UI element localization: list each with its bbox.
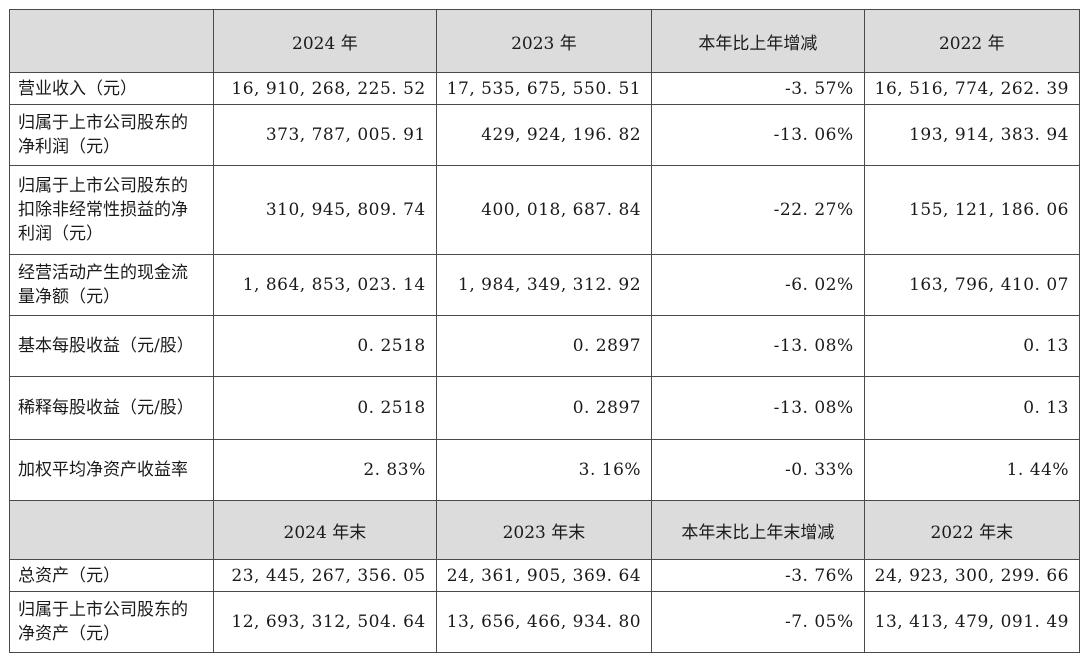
financial-summary-table: 2024 年 2023 年 本年比上年增减 2022 年 营业收入（元） 16,… — [8, 9, 1080, 653]
cell-value: 0. 2897 — [435, 376, 653, 440]
cell-value: 16, 910, 268, 225. 52 — [213, 72, 437, 105]
cell-value: 193, 914, 383. 94 — [863, 104, 1080, 166]
header-cell-change: 本年比上年增减 — [651, 9, 865, 73]
header-cell-2022-end: 2022 年末 — [863, 500, 1080, 560]
row-label: 归属于上市公司股东的净利润（元） — [8, 104, 215, 166]
cell-value: 13, 656, 466, 934. 80 — [435, 591, 653, 653]
cell-value: 0. 2518 — [213, 376, 437, 440]
cell-value: 1, 984, 349, 312. 92 — [435, 254, 653, 316]
cell-value: 155, 121, 186. 06 — [863, 165, 1080, 255]
cell-value: 310, 945, 809. 74 — [213, 165, 437, 255]
table-header-row: 2024 年末 2023 年末 本年末比上年末增减 2022 年末 — [8, 500, 1080, 560]
cell-change: -22. 27% — [651, 165, 865, 255]
header-cell-2024-end: 2024 年末 — [213, 500, 437, 560]
cell-value: 13, 413, 479, 091. 49 — [863, 591, 1080, 653]
cell-value: 3. 16% — [435, 439, 653, 501]
table-row: 总资产（元） 23, 445, 267, 356. 05 24, 361, 90… — [8, 559, 1080, 592]
header-corner-cell — [8, 500, 215, 560]
row-label: 营业收入（元） — [8, 72, 215, 105]
row-label: 稀释每股收益（元/股） — [8, 376, 215, 440]
cell-value: 0. 13 — [863, 376, 1080, 440]
cell-value: 16, 516, 774, 262. 39 — [863, 72, 1080, 105]
header-cell-change-end: 本年末比上年末增减 — [651, 500, 865, 560]
row-label: 加权平均净资产收益率 — [8, 439, 215, 501]
cell-value: 17, 535, 675, 550. 51 — [435, 72, 653, 105]
table-row: 归属于上市公司股东的扣除非经常性损益的净利润（元） 310, 945, 809.… — [8, 165, 1080, 255]
table-row: 加权平均净资产收益率 2. 83% 3. 16% -0. 33% 1. 44% — [8, 439, 1080, 501]
cell-value: 0. 2518 — [213, 315, 437, 377]
cell-value: 12, 693, 312, 504. 64 — [213, 591, 437, 653]
cell-value: 24, 923, 300, 299. 66 — [863, 559, 1080, 592]
table-row: 营业收入（元） 16, 910, 268, 225. 52 17, 535, 6… — [8, 72, 1080, 105]
cell-change: -13. 06% — [651, 104, 865, 166]
cell-value: 1, 864, 853, 023. 14 — [213, 254, 437, 316]
table-row: 经营活动产生的现金流量净额（元） 1, 864, 853, 023. 14 1,… — [8, 254, 1080, 316]
header-corner-cell — [8, 9, 215, 73]
cell-change: -3. 57% — [651, 72, 865, 105]
table-row: 归属于上市公司股东的净资产（元） 12, 693, 312, 504. 64 1… — [8, 591, 1080, 653]
cell-value: 1. 44% — [863, 439, 1080, 501]
table-row: 归属于上市公司股东的净利润（元） 373, 787, 005. 91 429, … — [8, 104, 1080, 166]
cell-change: -13. 08% — [651, 315, 865, 377]
table-header-row: 2024 年 2023 年 本年比上年增减 2022 年 — [8, 9, 1080, 73]
cell-change: -7. 05% — [651, 591, 865, 653]
cell-change: -6. 02% — [651, 254, 865, 316]
cell-change: -0. 33% — [651, 439, 865, 501]
cell-value: 0. 2897 — [435, 315, 653, 377]
table-row: 基本每股收益（元/股） 0. 2518 0. 2897 -13. 08% 0. … — [8, 315, 1080, 377]
header-cell-2024: 2024 年 — [213, 9, 437, 73]
cell-value: 24, 361, 905, 369. 64 — [435, 559, 653, 592]
header-cell-2023: 2023 年 — [435, 9, 653, 73]
row-label: 经营活动产生的现金流量净额（元） — [8, 254, 215, 316]
header-cell-2022: 2022 年 — [863, 9, 1080, 73]
header-cell-2023-end: 2023 年末 — [435, 500, 653, 560]
cell-value: 2. 83% — [213, 439, 437, 501]
cell-value: 400, 018, 687. 84 — [435, 165, 653, 255]
table-row: 稀释每股收益（元/股） 0. 2518 0. 2897 -13. 08% 0. … — [8, 376, 1080, 440]
cell-change: -13. 08% — [651, 376, 865, 440]
row-label: 归属于上市公司股东的扣除非经常性损益的净利润（元） — [8, 165, 215, 255]
cell-value: 163, 796, 410. 07 — [863, 254, 1080, 316]
cell-change: -3. 76% — [651, 559, 865, 592]
cell-value: 0. 13 — [863, 315, 1080, 377]
cell-value: 373, 787, 005. 91 — [213, 104, 437, 166]
cell-value: 429, 924, 196. 82 — [435, 104, 653, 166]
row-label: 基本每股收益（元/股） — [8, 315, 215, 377]
row-label: 归属于上市公司股东的净资产（元） — [8, 591, 215, 653]
row-label: 总资产（元） — [8, 559, 215, 592]
cell-value: 23, 445, 267, 356. 05 — [213, 559, 437, 592]
